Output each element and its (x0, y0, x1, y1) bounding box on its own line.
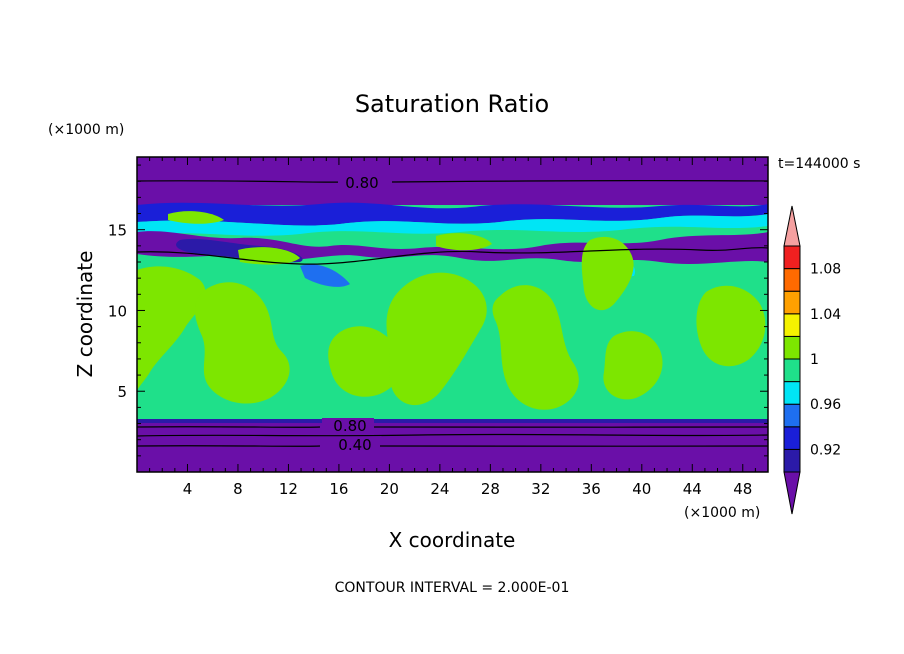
colorbar-segment (783, 448, 801, 473)
green-patch-8 (696, 285, 766, 367)
time-label: t=144000 s (778, 156, 860, 172)
x-axis-label: X coordinate (389, 528, 516, 552)
lower-boundary-band (137, 419, 768, 423)
contour-field (137, 157, 768, 472)
contour-line-upper (136, 179, 769, 183)
x-tick-label: 28 (481, 480, 500, 498)
contour-line-lower-2 (136, 433, 769, 437)
colorbar-arrow-low (783, 471, 801, 515)
colorbar-segment (783, 335, 801, 360)
colorbar-segment (783, 290, 801, 315)
colorbar-tick-label: 0.96 (810, 397, 841, 413)
colorbar-segment (783, 403, 801, 428)
colorbar-segment (783, 381, 801, 405)
x-tick-label: 8 (233, 480, 243, 498)
y-tick-label: 10 (108, 302, 127, 320)
colorbar-tick-label: 1.04 (810, 307, 841, 323)
chart-title: Saturation Ratio (355, 90, 549, 118)
green-patch-2 (194, 282, 290, 404)
colorbar-segment (783, 245, 801, 270)
x-tick-label: 20 (380, 480, 399, 498)
green-patch-6 (581, 236, 634, 311)
colorbar-segment (783, 426, 801, 450)
contour-label-1: 0.80 (345, 174, 378, 192)
x-axis-ticks: 4 8 12 16 20 24 28 32 36 40 44 48 (149, 157, 756, 498)
colorbar-segment (783, 358, 801, 383)
upper-blue-band (137, 202, 768, 226)
x-tick-label: 12 (279, 480, 298, 498)
x-tick-label: 48 (733, 480, 752, 498)
y-unit-label: (×1000 m) (48, 122, 124, 138)
colorbar-tick-label: 1 (810, 352, 819, 368)
x-unit-label: (×1000 m) (684, 505, 760, 521)
contour-line-lower-1 (136, 426, 769, 428)
colorbar-tick-label: 1.08 (810, 262, 841, 278)
y-axis-label: Z coordinate (73, 251, 97, 378)
colorbar-tick-label: 0.92 (810, 442, 841, 458)
y-axis-ticks: 5 10 15 (108, 164, 768, 457)
x-tick-label: 44 (683, 480, 702, 498)
contour-label-2: 0.80 (333, 417, 366, 435)
colorbar-segment (783, 268, 801, 292)
green-patch-3 (328, 326, 403, 397)
upper-cyan-band (137, 214, 768, 236)
contour-label-bg-2 (322, 418, 374, 435)
green-patch-5 (492, 285, 579, 410)
contour-line-lower-3 (136, 445, 769, 447)
contour-line-mid (136, 247, 769, 265)
colorbar-segment (783, 313, 801, 337)
green-patch-7 (603, 331, 663, 400)
x-tick-label: 4 (183, 480, 193, 498)
green-patch-10 (436, 233, 492, 251)
green-patch-4 (386, 272, 487, 406)
x-tick-label: 16 (329, 480, 348, 498)
footer-label: CONTOUR INTERVAL = 2.000E-01 (335, 580, 570, 596)
x-tick-label: 40 (632, 480, 651, 498)
colorbar-arrow-high (783, 205, 801, 247)
contour-lines (136, 179, 769, 447)
x-tick-label: 24 (430, 480, 449, 498)
y-tick-label: 5 (117, 383, 127, 401)
colorbar: 0.92 0.96 1 1.04 1.08 (783, 205, 841, 515)
green-patch-11 (168, 211, 224, 224)
x-tick-label: 36 (582, 480, 601, 498)
contour-label-3: 0.40 (338, 436, 371, 454)
x-tick-label: 32 (531, 480, 550, 498)
green-patch-1 (137, 266, 206, 392)
contour-label-bg-3 (326, 438, 378, 453)
y-tick-label: 15 (108, 222, 127, 240)
mid-blue-patch (300, 264, 350, 287)
contour-label-bg-1 (338, 172, 388, 190)
